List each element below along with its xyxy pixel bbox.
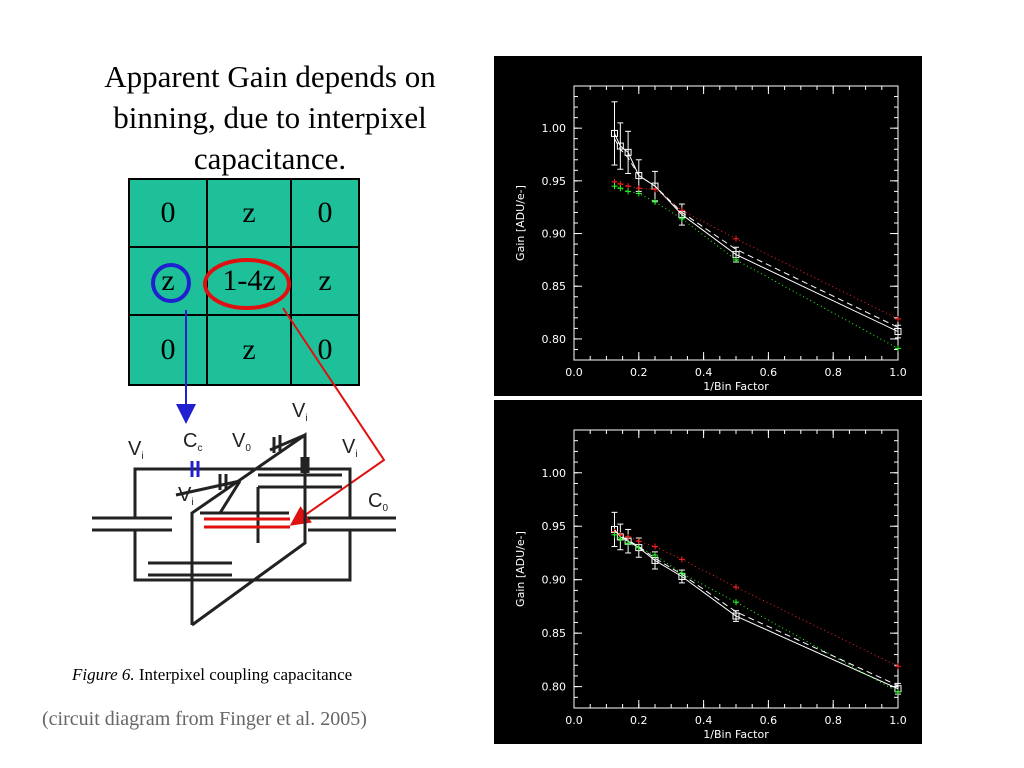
blue-highlight-circle (151, 263, 191, 303)
vi-label: Vi (292, 400, 308, 424)
x-tick-label: 0.4 (695, 714, 713, 727)
vi-label: Vi (342, 436, 358, 460)
x-tick-label: 1.0 (889, 366, 907, 379)
x-tick-label: 0.2 (630, 714, 648, 727)
red-highlight-ellipse (203, 258, 291, 310)
x-tick-label: 0.6 (760, 366, 778, 379)
x-tick-label: 0.0 (565, 714, 583, 727)
series-line (614, 185, 899, 349)
x-tick-label: 0.8 (824, 366, 842, 379)
y-tick-label: 0.90 (542, 574, 567, 587)
y-tick-label: 0.85 (542, 280, 567, 293)
grid-cell: z (207, 179, 291, 247)
y-tick-label: 1.00 (542, 467, 567, 480)
grid-cell: 1-4z (207, 247, 291, 315)
x-axis-label: 1/Bin Factor (703, 728, 769, 741)
x-tick-label: 0.0 (565, 366, 583, 379)
x-tick-label: 1.0 (889, 714, 907, 727)
series-line (614, 181, 899, 320)
data-point (732, 612, 740, 620)
cc-label: Cc (183, 430, 202, 454)
grid-cell: z (291, 247, 359, 315)
grid-cell: 0 (291, 315, 359, 385)
y-axis-label: Gain [ADU/e-] (514, 531, 527, 607)
slide-title: Apparent Gain depends on binning, due to… (104, 59, 436, 176)
grid-cell: 0 (129, 179, 207, 247)
circuit-diagram: Vi Cc V0 Vi Vi Vi C0 (92, 400, 396, 627)
plot-frame (573, 429, 899, 709)
data-point (624, 148, 632, 156)
y-tick-label: 0.80 (542, 681, 567, 694)
series-line (614, 133, 899, 332)
x-tick-label: 0.6 (760, 714, 778, 727)
y-tick-label: 0.95 (542, 520, 567, 533)
grid-cell: 0 (129, 315, 207, 385)
series-line (614, 138, 899, 328)
series-line (614, 534, 899, 693)
y-axis-label: Gain [ADU/e-] (514, 185, 527, 261)
red-arrow (282, 307, 386, 526)
x-tick-label: 0.8 (824, 714, 842, 727)
v0-label: V0 (232, 430, 251, 454)
vi-label: Vi (178, 484, 194, 508)
vi-label: Vi (128, 438, 144, 462)
x-tick-label: 0.2 (630, 366, 648, 379)
data-point (611, 129, 618, 137)
data-point (635, 172, 643, 180)
data-point (894, 328, 902, 336)
x-axis-label: 1/Bin Factor (703, 380, 769, 393)
y-tick-label: 0.90 (542, 228, 567, 241)
y-tick-label: 0.95 (542, 175, 567, 188)
plot-frame (573, 85, 899, 361)
y-tick-label: 1.00 (542, 122, 567, 135)
figure-caption: Figure 6. Interpixel coupling capacitanc… (72, 665, 353, 684)
grid-cell: 0 (291, 179, 359, 247)
series-line (614, 530, 899, 687)
c0-label: C0 (368, 490, 388, 514)
gain-chart-bottom: 0.0 0.2 0.4 0.6 0.8 1.0 0.80 0.85 0.90 0.95 1.00 1/… (494, 400, 922, 744)
credit-text: (circuit diagram from Finger et al. 2005… (42, 708, 367, 730)
x-tick-label: 0.4 (695, 366, 713, 379)
y-tick-label: 0.85 (542, 627, 567, 640)
y-tick-label: 0.80 (542, 333, 567, 346)
grid-cell: z (207, 315, 291, 385)
gain-chart-top: 0.0 0.2 0.4 0.6 0.8 1.0 0.80 0.85 0.90 0.95 1.00 1/… (494, 56, 922, 396)
series-line (614, 529, 899, 690)
